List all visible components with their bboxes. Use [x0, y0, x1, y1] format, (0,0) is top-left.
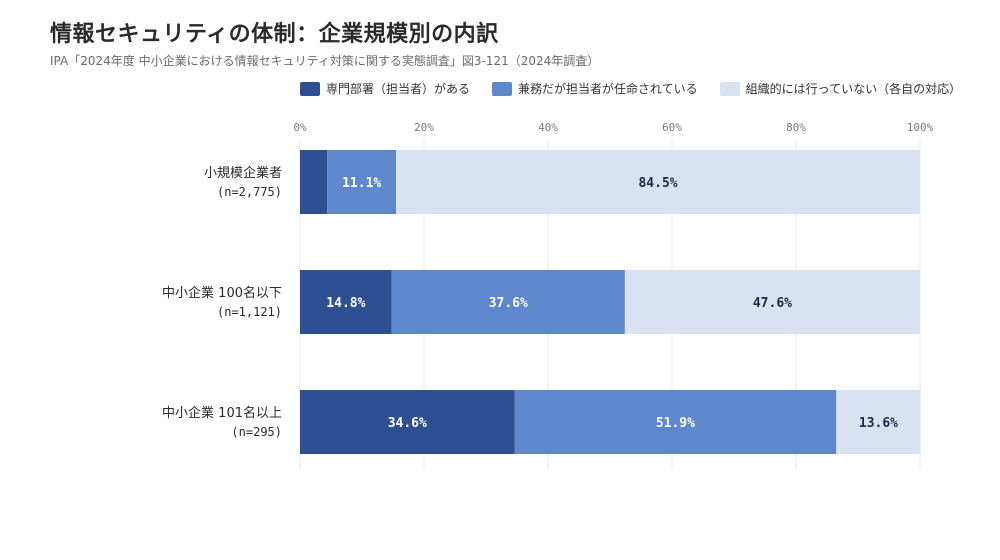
x-tick-label: 100% — [907, 121, 934, 134]
legend-label-concurrent: 兼務だが担当者が任命されている — [518, 82, 698, 96]
legend-swatch-concurrent — [492, 81, 513, 96]
bar-value-label: 84.5% — [638, 176, 677, 191]
category-label: 小規模企業者 — [204, 165, 282, 181]
bar-value-label: 14.8% — [326, 296, 365, 311]
legend-label-none: 組織的には行っていない（各自の対応） — [745, 82, 962, 96]
bar-value-label: 34.6% — [388, 416, 427, 431]
legend-swatch-none — [719, 81, 740, 96]
bar-segment — [300, 270, 392, 334]
category-label: 中小企業 100名以下 — [162, 285, 282, 301]
category-sample-size: (n=1,121) — [217, 305, 282, 319]
x-tick-label: 60% — [662, 121, 682, 134]
bar-value-label: 37.6% — [489, 296, 528, 311]
bar-value-label: 51.9% — [656, 416, 695, 431]
category-sample-size: (n=295) — [231, 425, 282, 439]
bar-segment — [300, 150, 328, 214]
category-sample-size: (n=2,775) — [217, 185, 282, 199]
bar-segment — [327, 150, 397, 214]
bar-segment — [836, 390, 921, 454]
bar-value-label: 47.6% — [753, 296, 792, 311]
legend-label-dedicated: 専門部署（担当者）がある — [326, 82, 471, 96]
bar-value-label: 11.1% — [342, 176, 381, 191]
x-tick-label: 0% — [293, 121, 307, 134]
bar-segment — [300, 390, 515, 454]
legend-item-dedicated: 専門部署（担当者）がある — [300, 80, 470, 97]
chart-title: 情報セキュリティの体制：企業規模別の内訳 — [50, 22, 499, 47]
category-label: 中小企業 101名以上 — [162, 405, 282, 421]
legend-swatch-dedicated — [300, 81, 320, 96]
bar-segment — [624, 270, 920, 334]
bar-segment — [391, 270, 625, 334]
legend: 専門部署（担当者）がある 兼務だが担当者が任命されている 組織的には行っていない… — [300, 80, 983, 97]
legend-item-none: 組織的には行っていない（各自の対応） — [719, 80, 962, 97]
bar-value-label: 13.6% — [859, 416, 898, 431]
x-tick-label: 20% — [414, 121, 434, 134]
legend-item-concurrent: 兼務だが担当者が任命されている — [492, 80, 698, 97]
bar-segment — [396, 150, 921, 214]
x-tick-label: 80% — [786, 121, 806, 134]
bar-segment — [514, 390, 837, 454]
chart-subtitle: IPA「2024年度 中小企業における情報セキュリティ対策に関する実態調査」図3… — [50, 54, 600, 68]
x-tick-label: 40% — [538, 121, 558, 134]
